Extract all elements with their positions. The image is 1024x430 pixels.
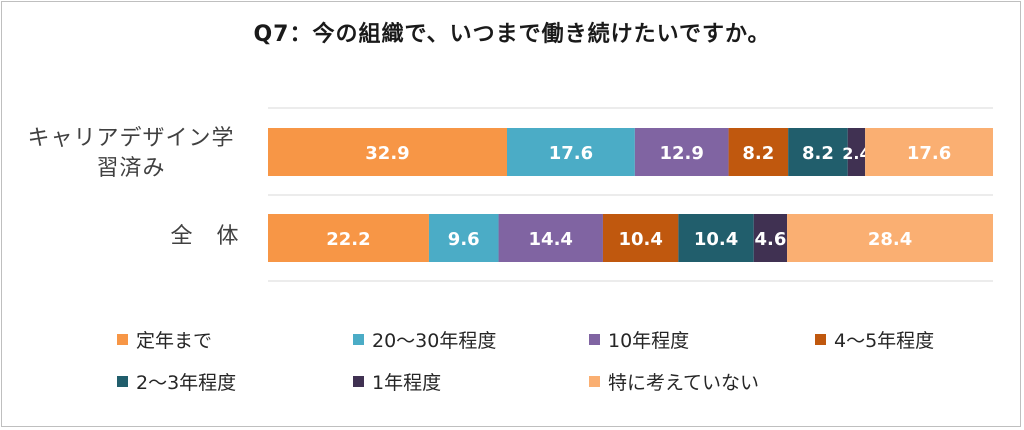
data-label: 17.6 [549,143,593,164]
bar-segment [268,128,508,176]
data-label: 8.2 [742,143,774,164]
legend-item: 4～5年程度 [815,326,934,352]
legend-swatch [353,333,364,345]
category-label-text: 全 体 [170,224,240,249]
legend-swatch [117,333,128,345]
legend-item: 10年程度 [589,326,689,352]
bar-segment [728,128,789,176]
data-label: 8.2 [802,143,834,164]
data-label: 28.4 [868,229,912,250]
bar-segment [634,128,729,176]
legend-label: 1年程度 [372,371,442,394]
bar-segment [787,214,993,262]
data-label: 22.2 [326,229,370,250]
data-label: 4.6 [754,229,786,250]
category-label-text: キャリアデザイン学 習済み [27,126,235,181]
bar-segment [602,214,679,262]
bar-segment [268,214,429,262]
bar-segment [753,214,788,262]
legend-item: 定年まで [117,326,212,352]
data-label: 12.9 [660,143,704,164]
bar-segment [498,214,603,262]
bar-segment [428,214,499,262]
legend-item: 20～30年程度 [353,326,496,352]
data-label: 32.9 [365,143,409,164]
legend-item: 2～3年程度 [117,368,236,394]
data-label: 14.4 [529,229,573,250]
category-label-trained: キャリアデザイン学 習済み [0,124,262,184]
bar-segment [847,128,866,176]
legend-label: 特に考えていない [608,371,760,394]
data-label: 2.4 [842,144,870,163]
legend-swatch [589,375,600,387]
bar-segment [865,128,993,176]
legend-label: 10年程度 [608,329,690,352]
legend-label: 20～30年程度 [372,329,497,352]
legend-swatch [117,375,128,387]
legend-label: 2～3年程度 [136,371,237,394]
legend-label: 定年まで [136,329,213,352]
legend-swatch [815,333,826,345]
legend-item: 特に考えていない [589,368,759,394]
bar-segment [678,214,754,262]
bar-segment [507,128,635,176]
category-label-overall: 全 体 [150,222,260,252]
legend-swatch [589,333,600,345]
data-label: 17.6 [907,143,951,164]
data-label: 9.6 [448,229,480,250]
legend-item: 1年程度 [353,368,441,394]
legend-label: 4～5年程度 [834,329,935,352]
legend-swatch [353,375,364,387]
chart-title: Q7：今の組織で、いつまで働き続けたいですか。 [253,22,771,47]
data-label: 10.4 [618,229,662,250]
data-label: 10.4 [694,229,738,250]
bar-segment [788,128,848,176]
